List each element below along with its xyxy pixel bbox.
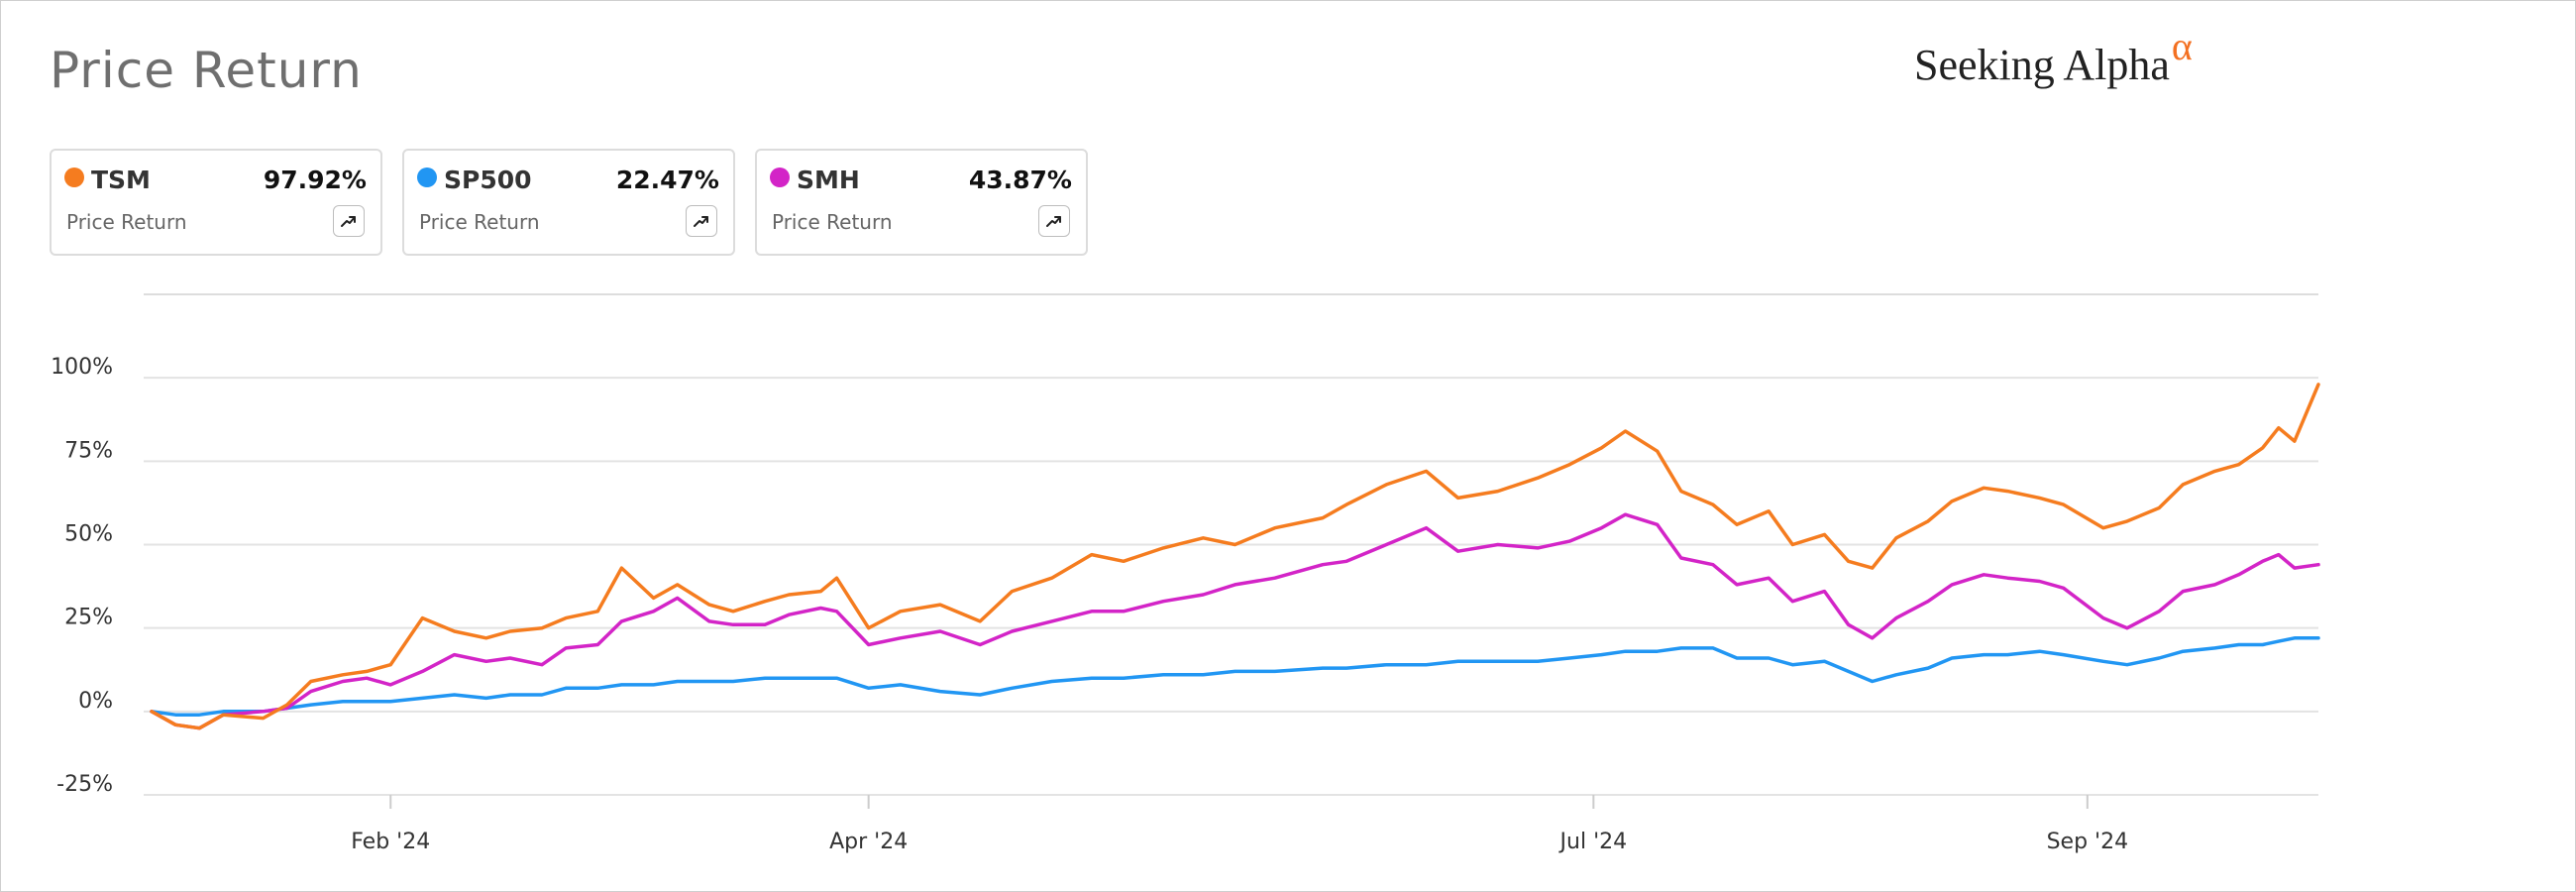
- series-color-dot: [64, 167, 84, 187]
- legend-card-tsm[interactable]: TSM 97.92% Price Return: [50, 149, 382, 256]
- card-value: 22.47%: [615, 166, 719, 194]
- x-tick-label: Apr '24: [829, 830, 908, 854]
- legend-card-smh[interactable]: SMH 43.87% Price Return: [755, 149, 1088, 256]
- trend-expand-icon: [1046, 216, 1061, 227]
- card-metric-label: Price Return: [772, 210, 893, 234]
- y-tick-label: 100%: [51, 355, 113, 380]
- legend-card-sp500[interactable]: SP500 22.47% Price Return: [402, 149, 735, 256]
- y-tick-label: 75%: [64, 438, 113, 463]
- series-line-tsm: [150, 383, 2320, 730]
- series-color-dot: [770, 167, 790, 187]
- card-ticker: SP500: [444, 166, 532, 194]
- trend-expand-button[interactable]: [1038, 205, 1070, 237]
- seeking-alpha-logo[interactable]: Seeking Alphaα: [1914, 24, 2193, 90]
- card-ticker: SMH: [797, 166, 860, 194]
- card-value: 43.87%: [968, 166, 1072, 194]
- trend-expand-icon: [694, 216, 708, 227]
- x-tick-label: Sep '24: [2047, 830, 2129, 854]
- y-tick-label: -25%: [56, 772, 113, 797]
- trend-expand-button[interactable]: [333, 205, 365, 237]
- y-tick-label: 0%: [78, 689, 113, 714]
- alpha-symbol-icon: α: [2171, 24, 2193, 68]
- card-ticker: TSM: [91, 166, 151, 194]
- trend-expand-icon: [341, 216, 356, 227]
- x-tick-label: Feb '24: [351, 830, 430, 854]
- brand-name: Seeking Alpha: [1914, 41, 2170, 89]
- series-line-smh: [150, 512, 2320, 730]
- card-metric-label: Price Return: [419, 210, 540, 234]
- series-line-sp500: [150, 636, 2320, 717]
- series-color-dot: [417, 167, 437, 187]
- trend-expand-button[interactable]: [686, 205, 717, 237]
- y-tick-label: 25%: [64, 606, 113, 630]
- x-tick-label: Jul '24: [1558, 830, 1628, 854]
- y-tick-label: 50%: [64, 522, 113, 547]
- page-title: Price Return: [50, 42, 363, 99]
- card-value: 97.92%: [263, 166, 367, 194]
- card-metric-label: Price Return: [66, 210, 187, 234]
